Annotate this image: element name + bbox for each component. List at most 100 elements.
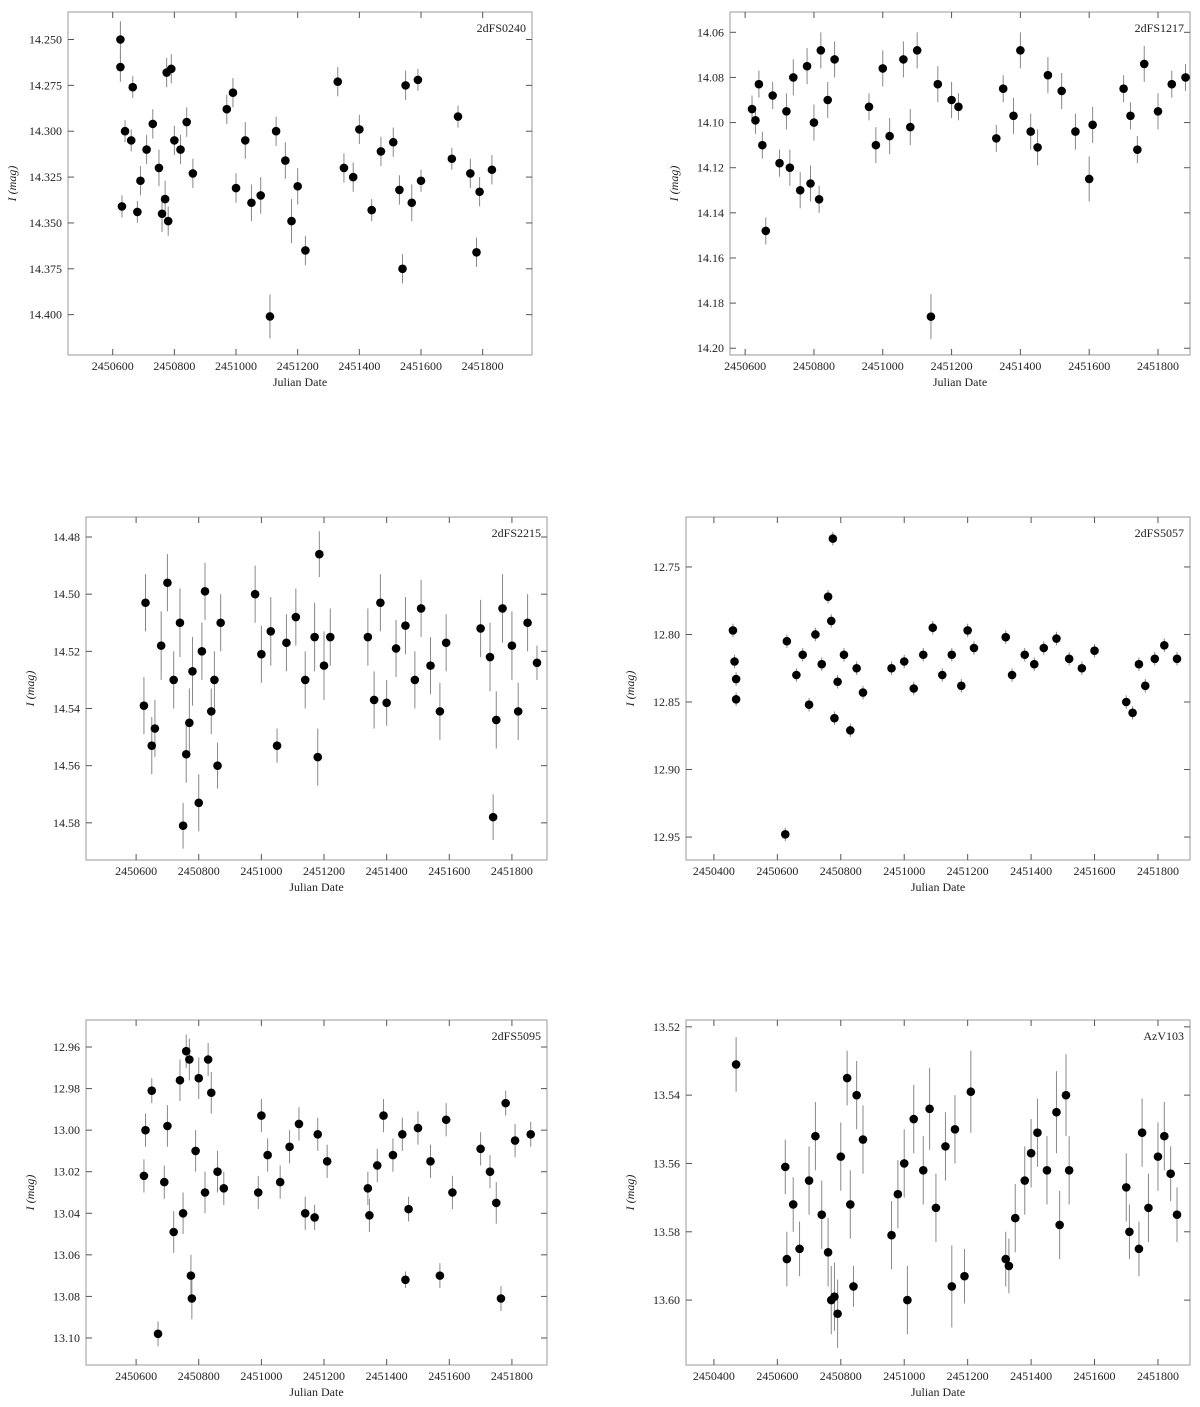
x-tick-label: 2450800: [820, 864, 862, 878]
data-point: [731, 1060, 741, 1069]
x-tick-label: 2451000: [883, 1369, 925, 1383]
data-point: [379, 1111, 388, 1120]
x-tick-label: 2450400: [693, 1369, 735, 1383]
data-point: [404, 1204, 413, 1214]
panel: 2450600 2450800 2451000 2451200 2451400 24516…: [23, 516, 548, 894]
x-tick-label: 2451800: [491, 864, 533, 878]
data-point: [197, 647, 207, 656]
data-point: [1009, 111, 1018, 121]
data-point: [398, 264, 407, 274]
data-point: [315, 549, 324, 559]
y-tick-label: 13.60: [653, 1293, 680, 1307]
data-point: [768, 91, 777, 100]
data-point: [253, 1188, 263, 1197]
x-tick-label: 2451800: [1137, 359, 1179, 373]
y-tick-label: 14.18: [697, 296, 724, 310]
data-point: [257, 1111, 266, 1120]
data-point: [141, 1125, 150, 1135]
x-tick-label: 2451200: [947, 864, 989, 878]
data-point: [918, 1165, 928, 1175]
data-point: [804, 1176, 814, 1185]
data-point: [376, 598, 385, 608]
x-tick-label: 2451000: [883, 864, 925, 878]
data-point: [806, 179, 815, 188]
data-point: [453, 112, 463, 121]
data-point: [487, 165, 497, 175]
data-point: [780, 1162, 790, 1172]
y-tick-label: 13.54: [653, 1088, 680, 1102]
data-point: [758, 140, 767, 150]
data-point: [887, 1230, 896, 1240]
x-tick-label: 2451400: [1010, 1369, 1052, 1383]
y-tick-label: 13.52: [653, 1020, 680, 1034]
data-point: [830, 713, 839, 723]
data-point: [802, 61, 812, 71]
data-point: [476, 1144, 485, 1154]
x-tick-label: 2450600: [724, 359, 766, 373]
data-point: [1064, 654, 1074, 664]
data-point: [401, 1275, 410, 1285]
data-point: [363, 632, 373, 642]
data-point: [472, 247, 481, 257]
data-point: [319, 661, 329, 670]
data-point: [730, 657, 739, 666]
data-point: [156, 641, 166, 650]
x-tick-label: 2450800: [153, 359, 195, 373]
data-point: [139, 701, 149, 710]
data-point: [1119, 84, 1128, 94]
x-tick-label: 2450600: [92, 359, 134, 373]
data-point: [333, 77, 343, 87]
data-point: [905, 122, 915, 132]
data-point: [510, 1136, 520, 1145]
data-point: [836, 1152, 846, 1161]
data-point: [852, 663, 861, 673]
data-point: [136, 176, 145, 186]
data-point: [849, 1282, 858, 1291]
data-point: [300, 1208, 310, 1218]
data-point: [937, 670, 947, 680]
data-point: [301, 246, 310, 255]
data-point: [1020, 1176, 1030, 1185]
data-point: [941, 1142, 950, 1151]
data-point: [395, 185, 404, 195]
data-point: [163, 216, 173, 226]
data-point: [1126, 111, 1135, 121]
data-point: [899, 1159, 909, 1168]
y-tick-label: 14.20: [697, 341, 724, 355]
data-point: [213, 1167, 222, 1177]
data-point: [833, 677, 842, 687]
data-point: [348, 172, 358, 182]
y-axis-label: I (mag): [23, 671, 37, 708]
x-tick-label: 2451000: [240, 864, 282, 878]
data-point: [1090, 646, 1099, 655]
data-point: [1004, 1261, 1014, 1271]
data-point: [1144, 1203, 1153, 1213]
x-tick-label: 2451800: [462, 359, 504, 373]
data-point: [833, 1309, 842, 1319]
data-point: [285, 1142, 294, 1152]
y-tick-label: 14.58: [53, 816, 80, 830]
data-point: [194, 1073, 204, 1083]
data-point: [1181, 73, 1190, 82]
y-tick-label: 13.08: [53, 1289, 80, 1303]
data-point: [885, 131, 894, 141]
data-point: [761, 226, 771, 236]
data-point: [435, 707, 445, 716]
data-point: [852, 1090, 861, 1100]
x-tick-label: 2451600: [1068, 359, 1110, 373]
data-point: [147, 1086, 157, 1095]
data-point: [925, 1104, 934, 1114]
data-point: [782, 636, 792, 646]
x-tick-label: 2451200: [947, 1369, 989, 1383]
data-point: [181, 1046, 191, 1056]
data-point: [1153, 1152, 1163, 1161]
data-point: [271, 126, 281, 136]
data-point: [798, 650, 808, 660]
data-point: [133, 207, 142, 217]
data-point: [963, 626, 972, 635]
data-point: [210, 675, 219, 685]
data-point: [413, 75, 423, 85]
data-point: [1134, 1244, 1144, 1254]
x-axis-label: Julian Date: [911, 1385, 965, 1399]
